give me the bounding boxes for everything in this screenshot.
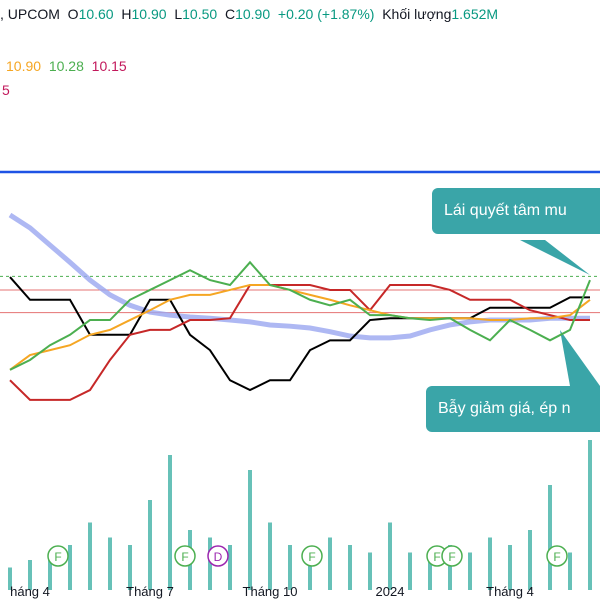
- event-label: F: [553, 550, 560, 564]
- series-line: [9, 276, 590, 392]
- volume-bar: [28, 560, 32, 590]
- volume-bar: [568, 552, 572, 590]
- value: 10.60: [78, 6, 114, 22]
- volume-bar: [528, 530, 532, 590]
- volume-bar: [548, 485, 552, 590]
- volume-bar: [248, 470, 252, 590]
- label: H: [121, 6, 132, 22]
- event-label: F: [308, 550, 315, 564]
- series-line: [9, 260, 591, 371]
- value: 10.90: [235, 6, 271, 22]
- volume-bar: [508, 545, 512, 590]
- volume-bar: [48, 552, 52, 590]
- volume-bar: [88, 522, 92, 590]
- volume-bar: [328, 537, 332, 590]
- volume-bar: [368, 552, 372, 590]
- volume-bar: [168, 455, 172, 590]
- x-tick-label: háng 4: [10, 584, 50, 599]
- event-marker: [207, 545, 229, 567]
- header: , UPCOM O10.60 H10.90 L10.50 C10.90 +0.2…: [0, 6, 498, 22]
- volume-bar: [128, 545, 132, 590]
- event-marker: [546, 545, 568, 567]
- annotation-pointer: [520, 240, 590, 275]
- label: O: [67, 6, 79, 22]
- event-marker: [441, 545, 463, 567]
- volume-bar: [408, 552, 412, 590]
- series-line: [9, 284, 590, 401]
- event-label: F: [433, 550, 440, 564]
- indicators: 10.90 10.28 10.15: [6, 58, 127, 74]
- volume-bar: [388, 522, 392, 590]
- symbol: , UPCOM: [0, 6, 60, 22]
- event-label: F: [448, 550, 455, 564]
- value: 10.50: [182, 6, 218, 22]
- event-marker: [47, 545, 69, 567]
- volume-bar: [228, 545, 232, 590]
- volume-bar: [428, 560, 432, 590]
- label: L: [174, 6, 183, 22]
- volume-bar: [8, 567, 12, 590]
- volume-bar: [268, 522, 272, 590]
- series-line: [9, 284, 591, 371]
- event-label: F: [54, 550, 61, 564]
- x-tick-label: Tháng 7: [126, 584, 174, 599]
- volume-bar: [348, 545, 352, 590]
- indicator: 10.15: [91, 58, 127, 74]
- event-marker: [301, 545, 323, 567]
- indicator: 10.28: [48, 58, 84, 74]
- volume-bar: [448, 545, 452, 590]
- volume-bar: [488, 537, 492, 590]
- change: +0.20 (+1.87%): [277, 6, 375, 22]
- label: Khối lượng: [382, 6, 452, 22]
- annotation: Lái quyết tâm mu: [432, 188, 600, 234]
- annotation: Bẫy giảm giá, ép n: [426, 386, 600, 432]
- x-tick-label: Tháng 4: [486, 584, 534, 599]
- indicator: 5: [2, 82, 10, 98]
- volume-bar: [68, 545, 72, 590]
- event-label: F: [181, 550, 188, 564]
- indicator: 10.90: [6, 58, 42, 74]
- label: C: [224, 6, 236, 22]
- event-label: D: [214, 550, 223, 564]
- volume-bar: [208, 537, 212, 590]
- volume-bar: [148, 500, 152, 590]
- value: 1.652M: [451, 6, 499, 22]
- event-marker: [174, 545, 196, 567]
- volume-bar: [468, 552, 472, 590]
- value: 10.90: [131, 6, 167, 22]
- annotation-pointer: [560, 330, 600, 386]
- x-tick-label: 2024: [376, 584, 405, 599]
- volume-bar: [308, 552, 312, 590]
- volume-bar: [588, 440, 592, 590]
- x-tick-label: Tháng 10: [243, 584, 298, 599]
- volume-bar: [108, 537, 112, 590]
- volume-bar: [288, 545, 292, 590]
